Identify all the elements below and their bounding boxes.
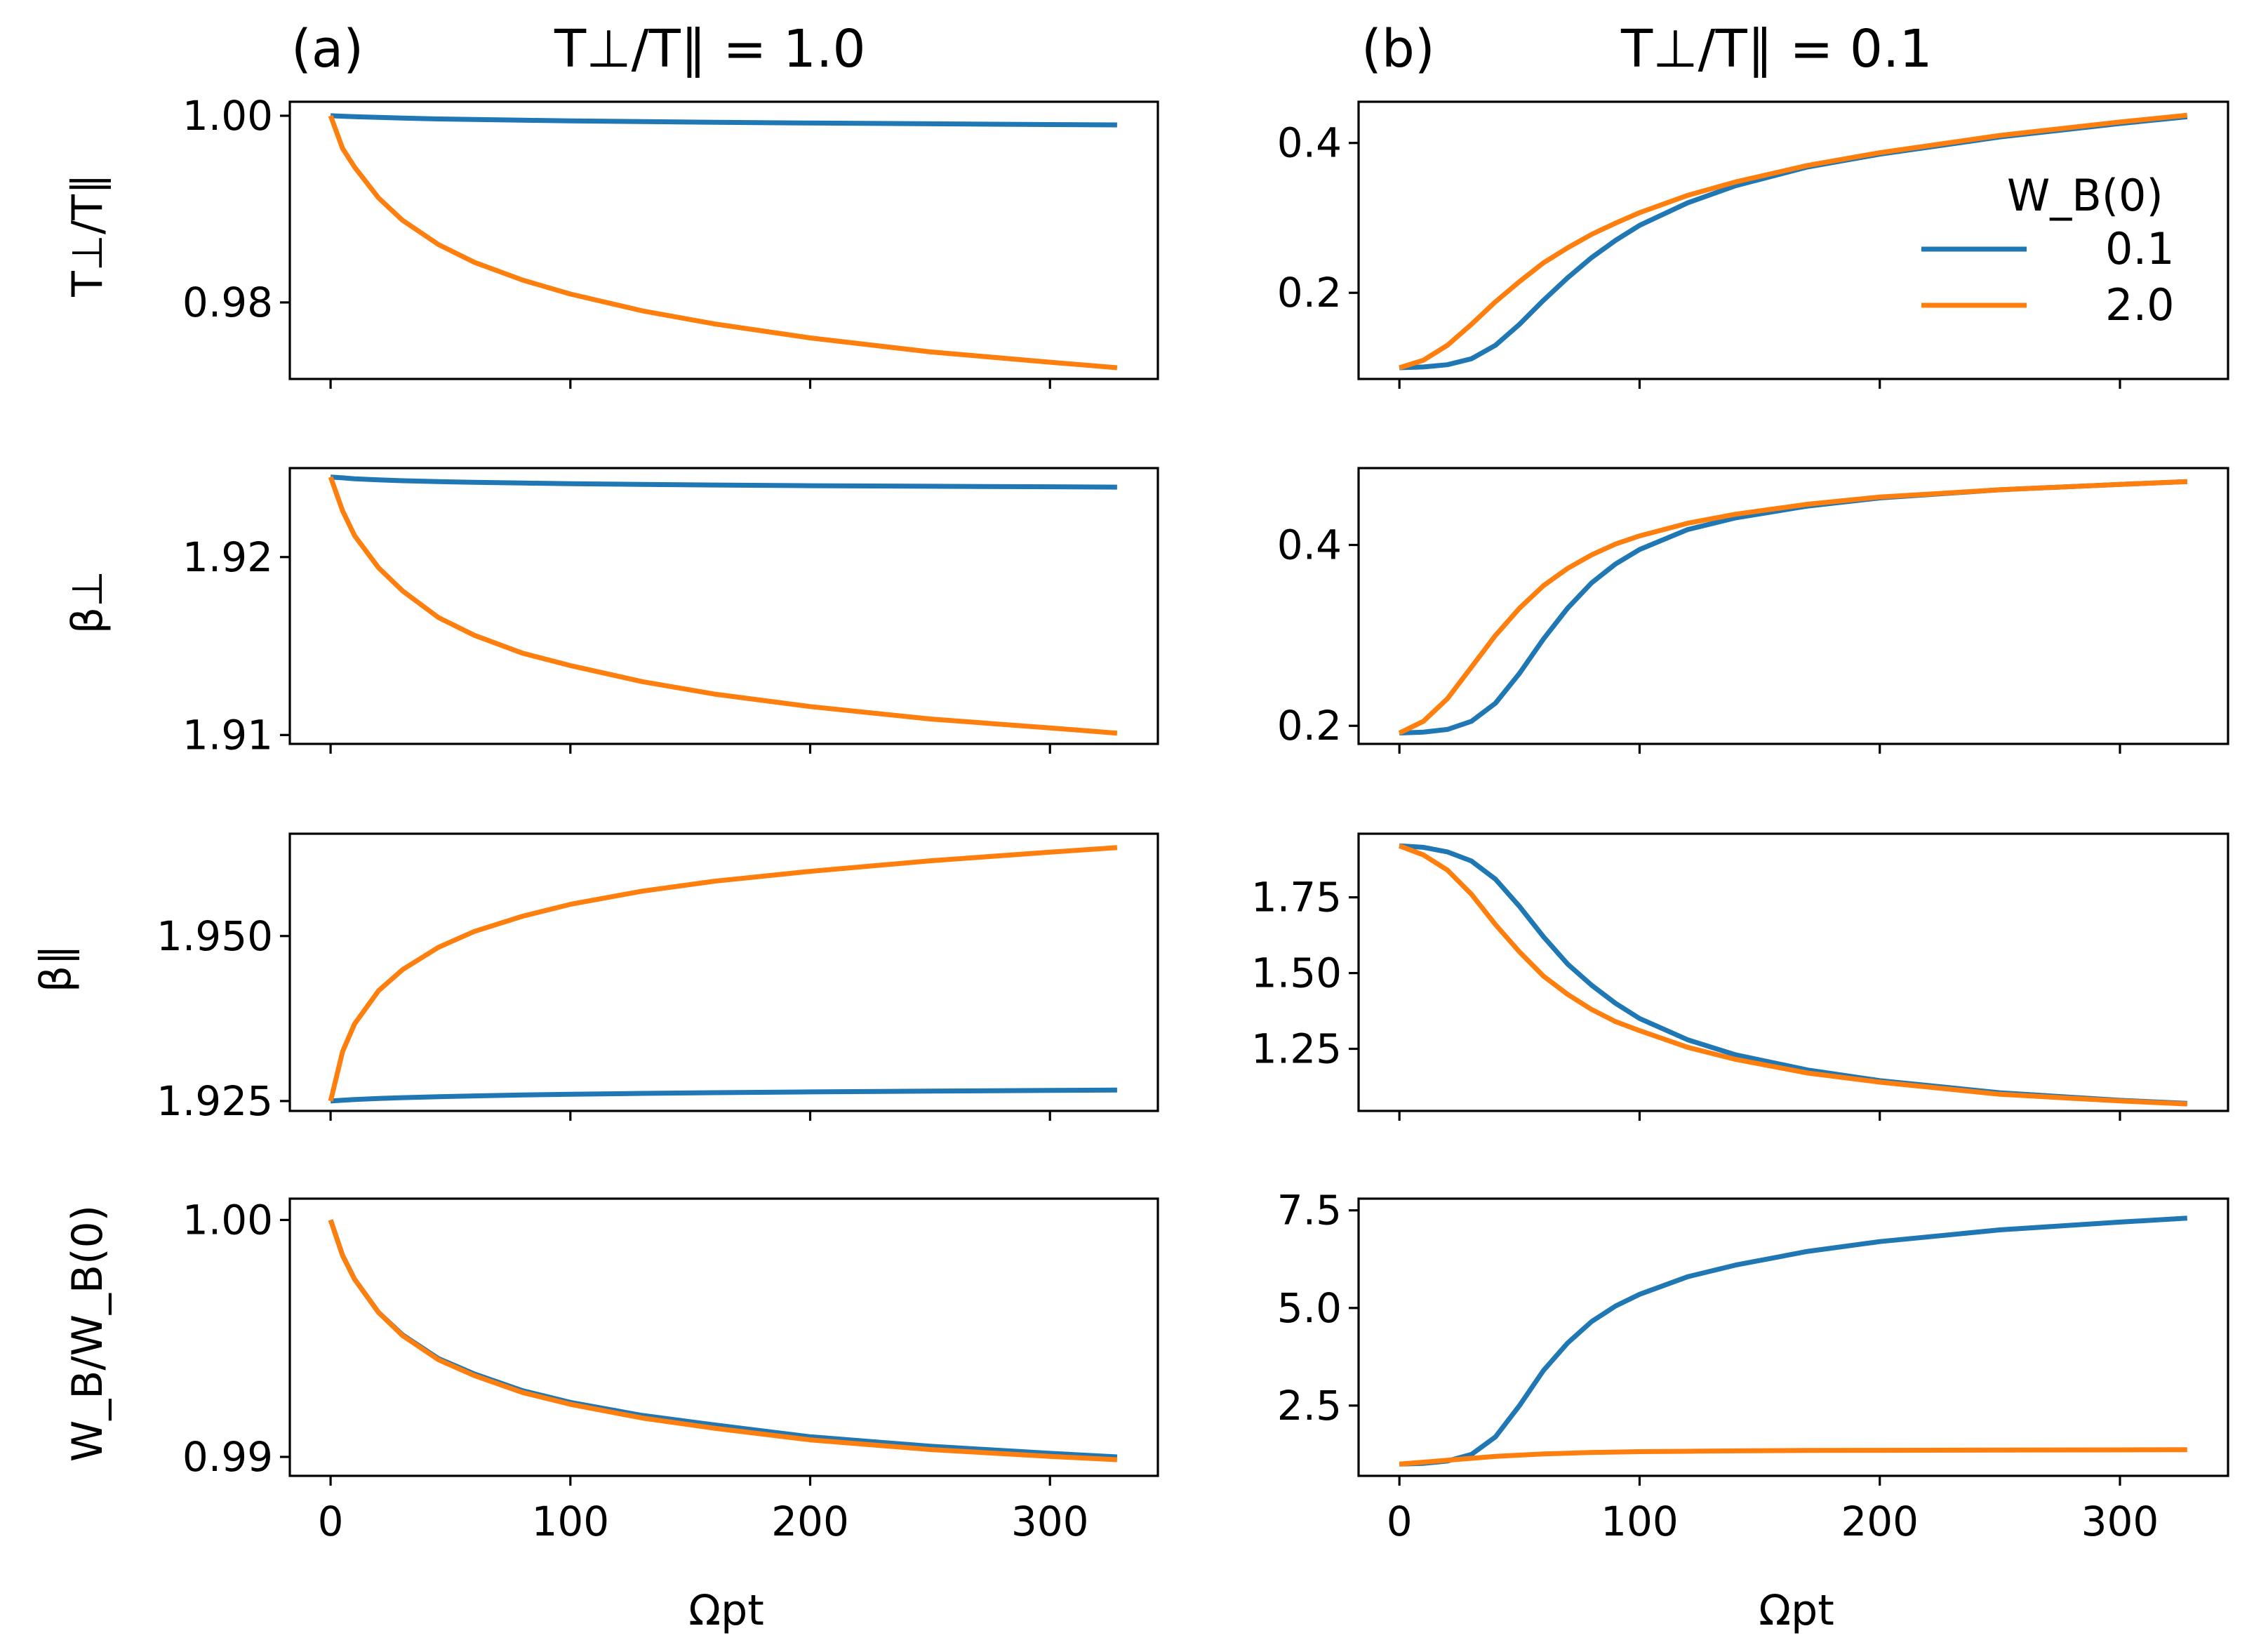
series-line-b-row4-wb-2-0 [1399,1447,2187,1467]
series-line-a-row2-wb-0-1 [330,474,1117,490]
series-line-a-row1-wb-0-1 [330,113,1117,128]
panel-a-row3: 1.925 1.950 [156,832,1159,1125]
series-line-b-row1-wb-2-0 [1399,112,2188,371]
x-tick-label-a-row4-100: 100 [531,1498,609,1545]
series-line-b-row2-wb-2-0 [1398,479,2187,735]
xlabel-a: Ωpt [688,1586,763,1635]
ylabel-row2: β⊥ [63,571,112,634]
y-tick-label-b-row3-1.50: 1.50 [1251,950,1342,997]
panel-a-row2: 1.91 1.92 [182,467,1159,759]
series-line-a-row1-wb-2-0 [328,114,1118,371]
x-tick-label-a-row4-200: 200 [771,1498,849,1545]
y-tick-label-a-row1-1.00: 1.00 [182,92,273,140]
axes-frame-b-row4 [1357,1197,2229,1477]
axes-frame-a-row1 [288,100,1159,380]
series-line-b-row3-wb-2-0 [1398,844,2187,1107]
y-tick-label-b-row4-5.0: 5.0 [1277,1284,1342,1332]
y-tick-label-a-row4-0.99: 0.99 [182,1433,273,1481]
panel-b-row4: 0 100 200 300 2.5 5.0 7.5 [1277,1187,2229,1545]
legend-label-0-1: 0.1 [2105,223,2175,274]
y-tick-label-a-row4-1.00: 1.00 [182,1196,273,1244]
axes-frame-a-row4 [288,1197,1159,1477]
y-tick-label-a-row1-0.98: 0.98 [182,279,273,326]
panel-b-row3: 1.25 1.50 1.75 [1251,832,2229,1121]
x-tick-label-b-row4-0: 0 [1387,1498,1413,1545]
panel-b-row2: 0.2 0.4 [1277,467,2229,754]
series-line-a-row4-wb-2-0 [328,1219,1118,1463]
panel-b-title: T⊥/T∥ = 0.1 [1620,19,1933,79]
ylabel-row4: W_B/W_B(0) [63,1205,112,1462]
legend: W_B(0) 0.1 2.0 [1921,170,2175,331]
y-tick-label-a-row3-1.950: 1.950 [156,912,273,960]
y-tick-label-b-row2-0.2: 0.2 [1277,702,1342,750]
panel-b-row1: 0.2 0.4 [1277,100,2229,389]
x-tick-label-a-row4-0: 0 [318,1498,344,1545]
y-tick-label-b-row4-7.5: 7.5 [1277,1187,1342,1234]
legend-title: W_B(0) [2007,170,2163,221]
legend-label-2-0: 2.0 [2105,279,2175,331]
y-tick-label-b-row4-2.5: 2.5 [1277,1382,1342,1430]
ylabel-row1: T⊥/T∥ [63,173,112,298]
y-tick-label-b-row3-1.75: 1.75 [1251,874,1342,921]
x-tick-label-b-row4-300: 300 [2081,1498,2159,1545]
series-line-a-row3-wb-0-1 [330,1087,1117,1104]
series-line-a-row4-wb-0-1 [328,1219,1118,1460]
series-line-a-row2-wb-2-0 [328,476,1118,736]
axes-frame-b-row2 [1357,467,2229,745]
series-line-a-row3-wb-2-0 [328,845,1118,1102]
series-line-b-row1-wb-0-1 [1399,114,2188,371]
y-tick-label-b-row1-0.4: 0.4 [1277,119,1342,167]
y-tick-label-b-row2-0.4: 0.4 [1277,521,1342,569]
subplot-grid: 0.98 1.00 1.91 1.92 1.925 1.950 0 100 200 300 0.99… [156,92,2229,1545]
x-tick-label-b-row4-100: 100 [1601,1498,1679,1545]
panel-a-tag: (a) [291,19,364,79]
x-tick-label-a-row4-300: 300 [1011,1498,1089,1545]
xlabel-b: Ωpt [1759,1586,1834,1635]
panel-a-title: T⊥/T∥ = 1.0 [554,19,866,79]
y-tick-label-a-row2-1.91: 1.91 [182,711,273,759]
x-tick-label-b-row4-200: 200 [1841,1498,1919,1545]
panel-a-row1: 0.98 1.00 [182,92,1159,389]
axes-frame-a-row2 [288,467,1159,745]
series-line-b-row3-wb-0-1 [1399,843,2187,1106]
panel-a-row4: 0 100 200 300 0.99 1.00 [182,1196,1159,1545]
y-tick-label-a-row3-1.925: 1.925 [156,1077,273,1125]
axes-frame-a-row3 [288,832,1159,1112]
y-tick-label-a-row2-1.92: 1.92 [182,533,273,581]
series-line-b-row4-wb-0-1 [1399,1215,2188,1467]
ylabel-row3: β∥ [32,945,81,992]
y-tick-label-b-row3-1.25: 1.25 [1251,1025,1342,1073]
y-tick-label-b-row1-0.2: 0.2 [1277,269,1342,317]
axes-frame-b-row1 [1357,100,2229,380]
panel-b-tag: (b) [1361,19,1435,79]
